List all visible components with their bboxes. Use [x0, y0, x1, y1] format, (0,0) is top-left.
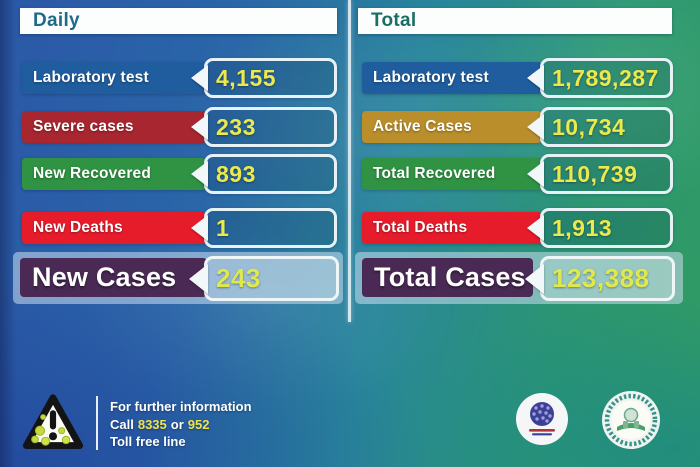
daily-laboratory-test-value: 4,155 — [216, 64, 277, 91]
arrow-left-icon — [189, 263, 208, 294]
footer-or-word: or — [170, 416, 184, 432]
arrow-left-icon — [525, 263, 544, 294]
footer-divider — [96, 396, 98, 450]
total-active-cases-value-box: 10,734 — [527, 107, 673, 147]
arrow-left-icon — [191, 161, 208, 187]
daily-new-deaths-value-box: 1 — [191, 208, 337, 248]
total-active-cases-bar: Active Cases — [362, 111, 542, 143]
total-header: Total — [358, 8, 672, 34]
arrow-left-icon — [191, 65, 208, 91]
daily-new-recovered-value-box: 893 — [191, 154, 337, 194]
total-laboratory-test-bar: Laboratory test — [362, 62, 542, 94]
total-cases-bar: Total Cases — [362, 258, 533, 297]
daily-new-recovered-value: 893 — [216, 160, 256, 187]
daily-laboratory-test-label: Laboratory test — [33, 69, 149, 86]
arrow-left-icon — [191, 114, 208, 140]
ministry-of-health-logo — [516, 393, 568, 445]
daily-severe-cases-value-box: 233 — [191, 107, 337, 147]
total-cases-value: 123,388 — [552, 263, 650, 293]
total-laboratory-test-value-box: 1,789,287 — [527, 58, 673, 98]
footer-call-line: Call 8335 or 952 — [110, 416, 252, 434]
arrow-left-icon — [527, 161, 544, 187]
footer-line1: For further information — [110, 399, 252, 414]
footer-line3: Toll free line — [110, 434, 186, 449]
footer-call-word: Call — [110, 416, 134, 432]
daily-new-recovered-bar: New Recovered — [22, 158, 206, 190]
arrow-left-icon — [527, 114, 544, 140]
arrow-left-icon — [527, 215, 544, 241]
total-deaths-bar: Total Deaths — [362, 212, 542, 244]
total-recovered-value-box: 110,739 — [527, 154, 673, 194]
total-deaths-label: Total Deaths — [373, 219, 468, 236]
total-deaths-value-box: 1,913 — [527, 208, 673, 248]
total-active-cases-label: Active Cases — [373, 118, 472, 135]
daily-new-cases-label: New Cases — [32, 262, 177, 292]
daily-new-cases-value: 243 — [216, 263, 261, 293]
daily-severe-cases-bar: Severe cases — [22, 111, 206, 143]
daily-new-deaths-label: New Deaths — [33, 219, 123, 236]
total-laboratory-test-label: Laboratory test — [373, 69, 489, 86]
total-deaths-value: 1,913 — [552, 214, 613, 241]
total-cases-label: Total Cases — [374, 262, 526, 292]
daily-new-cases-bar: New Cases — [20, 258, 207, 297]
warning-triangle-icon — [22, 394, 84, 449]
daily-title: Daily — [33, 10, 80, 31]
total-title: Total — [371, 10, 417, 31]
public-health-institute-logo — [602, 391, 660, 449]
footer-hotline-number-2: 952 — [187, 416, 210, 432]
daily-severe-cases-label: Severe cases — [33, 118, 134, 135]
column-divider — [348, 0, 351, 322]
total-recovered-bar: Total Recovered — [362, 158, 542, 190]
daily-severe-cases-value: 233 — [216, 113, 256, 140]
total-recovered-label: Total Recovered — [373, 165, 496, 182]
footer-hotline-number-1: 8335 — [137, 416, 167, 432]
total-recovered-value: 110,739 — [552, 160, 638, 187]
daily-new-cases-value-box: 243 — [189, 256, 339, 301]
arrow-left-icon — [191, 215, 208, 241]
daily-new-deaths-bar: New Deaths — [22, 212, 206, 244]
daily-laboratory-test-bar: Laboratory test — [22, 62, 206, 94]
total-active-cases-value: 10,734 — [552, 113, 626, 140]
total-laboratory-test-value: 1,789,287 — [552, 64, 659, 91]
arrow-left-icon — [527, 65, 544, 91]
total-cases-value-box: 123,388 — [525, 256, 675, 301]
footer-info: For further information Call 8335 or 952 To… — [110, 398, 252, 451]
daily-laboratory-test-value-box: 4,155 — [191, 58, 337, 98]
daily-new-recovered-label: New Recovered — [33, 165, 152, 182]
daily-header: Daily — [20, 8, 337, 34]
daily-new-deaths-value: 1 — [216, 214, 230, 241]
